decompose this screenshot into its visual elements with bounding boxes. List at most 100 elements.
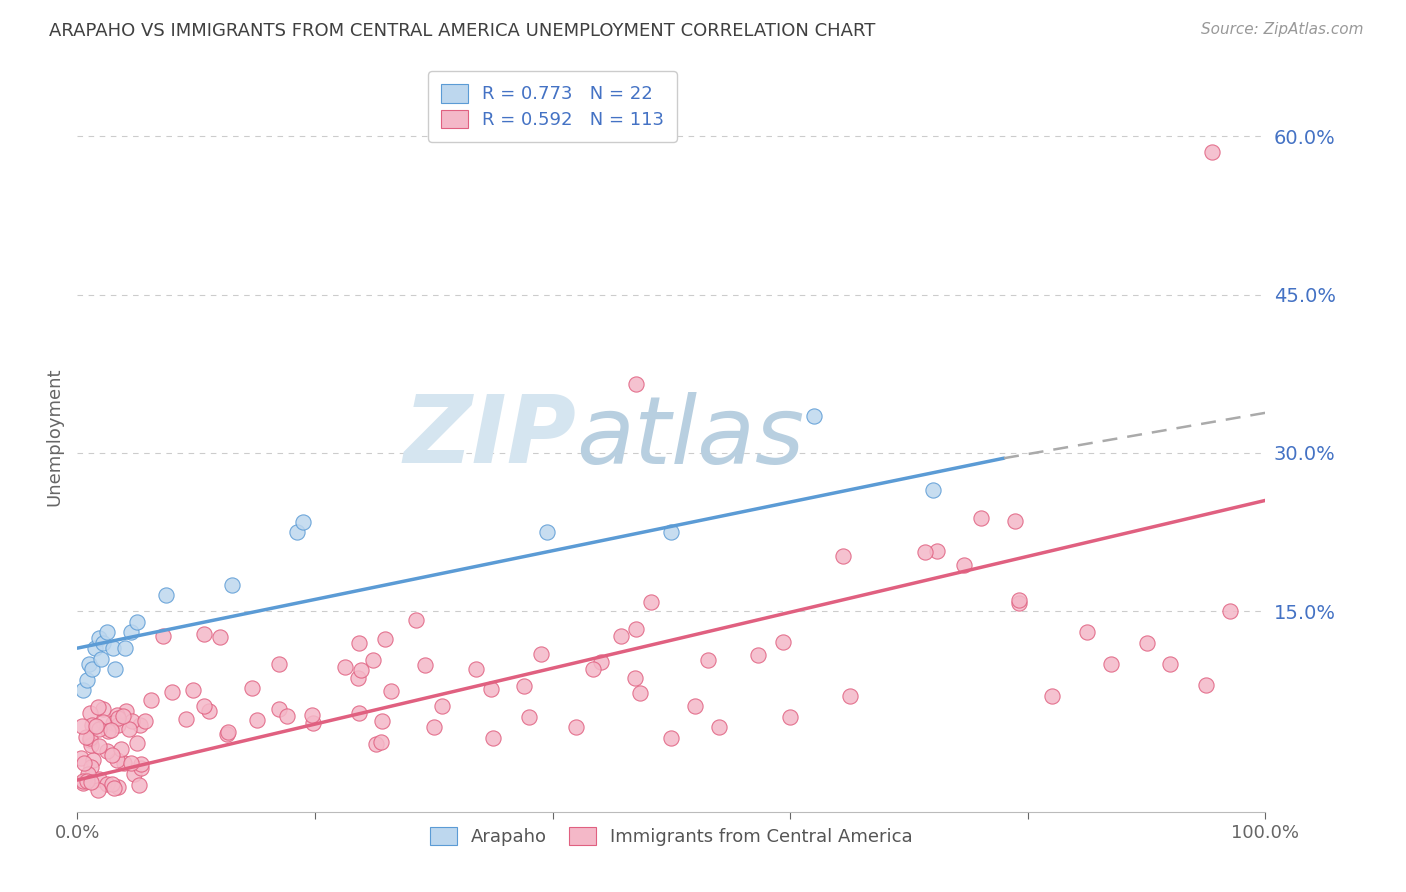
Point: [370, 735, 392, 749]
Point: [301, 715, 323, 730]
Point: [80, 760, 103, 774]
Point: [405, 613, 427, 627]
Point: [696, 653, 718, 667]
Point: [221, 578, 243, 592]
Point: [925, 543, 948, 558]
Point: [120, 625, 142, 640]
Point: [423, 720, 446, 734]
Point: [101, 641, 124, 656]
Point: [84, 718, 107, 732]
Point: [87, 700, 110, 714]
Point: [80, 662, 103, 676]
Point: [82, 718, 104, 732]
Point: [97, 723, 120, 738]
Point: [80, 738, 103, 752]
Point: [831, 549, 853, 563]
Point: [134, 714, 156, 728]
Point: [160, 684, 183, 698]
Point: [104, 662, 127, 676]
Point: [96, 744, 118, 758]
Point: [413, 658, 436, 673]
Point: [93, 636, 115, 650]
Point: [174, 712, 197, 726]
Point: [1004, 514, 1026, 528]
Point: [1099, 657, 1122, 671]
Point: [346, 671, 368, 685]
Point: [361, 653, 384, 667]
Point: [530, 647, 553, 661]
Point: [1201, 145, 1223, 160]
Point: [838, 689, 860, 703]
Point: [347, 706, 370, 721]
Point: [87, 772, 110, 786]
Point: [970, 511, 993, 525]
Point: [107, 718, 129, 732]
Point: [267, 702, 290, 716]
Point: [120, 756, 142, 771]
Point: [589, 655, 612, 669]
Point: [624, 622, 647, 636]
Point: [107, 711, 129, 725]
Point: [217, 724, 239, 739]
Point: [683, 699, 706, 714]
Point: [536, 524, 558, 539]
Point: [110, 742, 132, 756]
Point: [193, 627, 215, 641]
Point: [79, 706, 101, 720]
Point: [747, 648, 769, 662]
Point: [465, 661, 488, 675]
Point: [581, 662, 603, 676]
Point: [513, 679, 536, 693]
Point: [72, 683, 94, 698]
Point: [624, 377, 647, 392]
Point: [128, 778, 150, 792]
Point: [198, 704, 221, 718]
Point: [292, 515, 315, 529]
Point: [193, 699, 215, 714]
Point: [70, 751, 93, 765]
Point: [125, 615, 148, 629]
Point: [87, 783, 110, 797]
Point: [803, 409, 825, 423]
Point: [96, 777, 118, 791]
Point: [181, 683, 204, 698]
Point: [914, 545, 936, 559]
Point: [661, 524, 683, 539]
Point: [517, 710, 540, 724]
Text: atlas: atlas: [576, 392, 804, 483]
Point: [114, 641, 136, 656]
Point: [91, 714, 114, 729]
Point: [101, 747, 124, 762]
Point: [640, 595, 662, 609]
Point: [77, 657, 100, 671]
Point: [79, 731, 101, 745]
Point: [371, 714, 394, 728]
Point: [285, 524, 308, 539]
Point: [1136, 636, 1159, 650]
Point: [128, 718, 150, 732]
Point: [628, 686, 651, 700]
Point: [1195, 678, 1218, 692]
Point: [609, 628, 631, 642]
Point: [107, 780, 129, 794]
Point: [430, 699, 453, 714]
Point: [103, 781, 125, 796]
Text: ARAPAHO VS IMMIGRANTS FROM CENTRAL AMERICA UNEMPLOYMENT CORRELATION CHART: ARAPAHO VS IMMIGRANTS FROM CENTRAL AMERI…: [49, 22, 876, 40]
Point: [661, 731, 683, 745]
Point: [114, 704, 136, 718]
Point: [1159, 657, 1181, 671]
Point: [77, 767, 100, 781]
Point: [624, 671, 647, 685]
Point: [76, 773, 98, 788]
Point: [276, 709, 298, 723]
Text: Source: ZipAtlas.com: Source: ZipAtlas.com: [1201, 22, 1364, 37]
Point: [121, 714, 143, 728]
Point: [129, 757, 152, 772]
Point: [269, 657, 291, 671]
Point: [1040, 689, 1063, 703]
Point: [380, 683, 402, 698]
Point: [75, 730, 97, 744]
Point: [129, 761, 152, 775]
Point: [209, 630, 232, 644]
Point: [90, 651, 112, 665]
